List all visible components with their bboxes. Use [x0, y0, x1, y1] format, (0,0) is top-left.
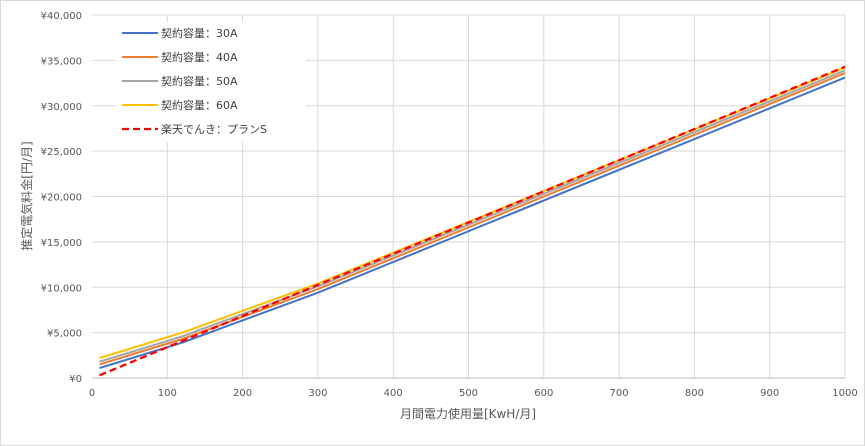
- y-tick-label: ¥0: [69, 374, 82, 385]
- x-tick-label: 200: [233, 388, 252, 399]
- legend-label: 契約容量：60A: [161, 98, 238, 112]
- x-tick-label: 700: [610, 388, 629, 399]
- x-tick-label: 800: [685, 388, 704, 399]
- legend: 契約容量：30A 契約容量：40A 契約容量：50A 契約容量：60A 楽天でんき：プラ…: [116, 22, 306, 142]
- series-line: [99, 72, 846, 366]
- x-tick-label: 400: [384, 388, 403, 399]
- y-tick-label: ¥30,000: [41, 102, 82, 113]
- y-tick-label: ¥5,000: [47, 329, 82, 340]
- series-line: [99, 65, 846, 377]
- legend-label: 契約容量：40A: [161, 50, 238, 64]
- x-tick-label: 1000: [832, 388, 857, 399]
- y-tick-label: ¥15,000: [41, 238, 82, 249]
- x-tick-label: 500: [459, 388, 478, 399]
- x-tick-label: 300: [308, 388, 327, 399]
- y-tick-label: ¥40,000: [41, 11, 82, 22]
- x-tick-labels: 0 100 200 300 400 500 600 700 800 900 1000: [89, 388, 858, 399]
- legend-label: 楽天でんき：プランS: [161, 123, 267, 136]
- y-tick-label: ¥20,000: [41, 193, 82, 204]
- x-tick-label: 0: [89, 388, 95, 399]
- y-tick-labels: ¥0 ¥5,000 ¥10,000 ¥15,000 ¥20,000 ¥25,000 ¥30,…: [41, 11, 82, 385]
- legend-label: 契約容量：30A: [161, 26, 238, 40]
- x-tick-label: 900: [760, 388, 779, 399]
- x-tick-label: 100: [158, 388, 177, 399]
- x-axis-title: 月間電力使用量[KwH/月]: [400, 406, 536, 421]
- y-tick-label: ¥25,000: [41, 147, 82, 158]
- y-tick-label: ¥10,000: [41, 283, 82, 294]
- legend-label: 契約容量：50A: [161, 74, 238, 88]
- y-axis-title: 推定電気料金[円/月]: [19, 141, 34, 250]
- x-tick-label: 600: [534, 388, 553, 399]
- series-line: [99, 69, 846, 363]
- y-tick-label: ¥35,000: [41, 56, 82, 67]
- series-lines: [99, 65, 846, 377]
- series-line: [99, 76, 846, 369]
